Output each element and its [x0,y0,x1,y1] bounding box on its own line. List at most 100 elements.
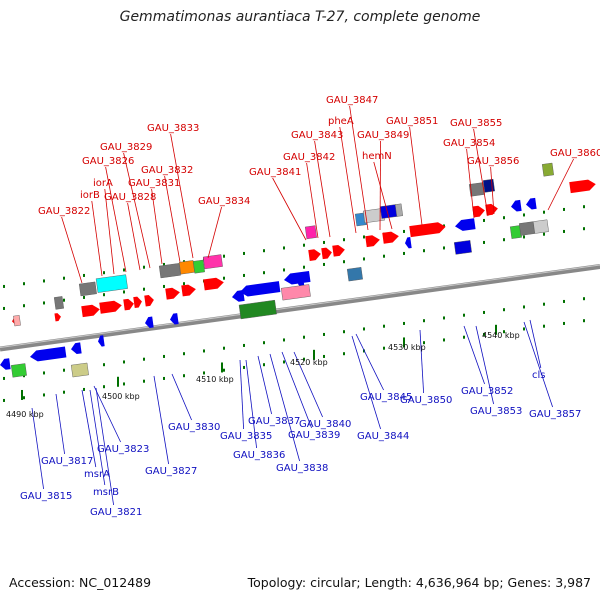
reverse-gene-arrow [170,313,179,325]
gene-label-bottom: cls [532,370,546,381]
gene-feature-box [70,362,89,378]
gene-label-bottom: GAU_3853 [470,406,522,417]
leader-line [61,216,83,284]
reverse-gene-arrow [511,199,522,212]
forward-gene-arrow [165,287,180,300]
gene-feature-box [394,203,403,217]
gene-feature-box [178,260,195,275]
gene-label-bottom: GAU_3850 [400,395,452,406]
leader-line [89,389,106,486]
gene-label-top: GAU_3849 [357,130,409,141]
gene-label-bottom: GAU_3840 [299,419,351,430]
gene-label-top: GAU_3854 [443,138,495,149]
gene-label-top: GAU_3847 [326,95,378,106]
gene-label-top: GAU_3841 [249,167,301,178]
forward-gene-arrow [144,295,154,307]
leader-line [153,375,169,465]
forward-gene-arrow [308,249,321,261]
gene-feature-box [238,299,277,320]
gene-feature-box [453,240,472,255]
reverse-gene-arrow [0,358,11,370]
gene-label-top: GAU_3832 [141,165,193,176]
leader-line [55,393,65,455]
gene-label-bottom: GAU_3839 [288,430,340,441]
forward-gene-arrow [569,179,596,194]
genome-backbone [0,264,600,352]
forward-gene-arrow [133,296,142,309]
gene-label-top: GAU_3834 [198,196,250,207]
reverse-gene-arrow [145,316,154,328]
leader-line [151,188,163,265]
leader-line [351,335,381,430]
leader-line [490,166,495,215]
gene-feature-box [53,296,64,310]
gene-feature-box [532,219,549,234]
gene-label-bottom: GAU_3844 [357,431,409,442]
leader-line [239,359,244,430]
leader-line [466,148,475,219]
gene-label-bottom: GAU_3835 [220,431,272,442]
leader-line [355,333,384,391]
leader-line [95,387,114,506]
gene-label-bottom: GAU_3817 [41,456,93,467]
leader-line [463,325,485,385]
gene-label-top: GAU_3860 [550,148,600,159]
leader-line [529,319,542,369]
leader-line [373,161,393,230]
gene-label-top: GAU_3842 [283,152,335,163]
reverse-gene-arrow [526,197,537,210]
reverse-gene-arrow [98,335,105,347]
reverse-gene-arrow [71,342,82,355]
accession-label: Accession: NC_012489 [9,575,152,590]
label-leaders [31,105,574,506]
gene-label-bottom: GAU_3830 [168,422,220,433]
forward-gene-arrow [123,298,134,311]
gene-feature-box [518,221,535,236]
gene-feature-box [78,281,97,297]
gene-label-top: GAU_3828 [104,192,156,203]
gene-label-bottom: GAU_3852 [461,386,513,397]
scale-label: 4510 kbp [196,375,234,384]
gene-label-bottom: GAU_3821 [90,507,142,518]
gene-label-top: GAU_3833 [147,123,199,134]
gene-label-top: hemN [362,151,392,162]
reverse-gene-arrow [240,281,281,297]
reverse-gene-arrow [455,218,476,231]
scale-label: 4520 kbp [290,358,328,367]
leader-line [81,389,97,468]
gene-label-bottom: GAU_3838 [276,463,328,474]
leader-line [105,166,127,273]
gene-label-bottom: GAU_3845 [360,392,412,403]
leader-line [281,351,312,429]
leader-line [339,126,357,234]
leader-line [170,133,194,259]
leader-line [473,128,489,217]
scale-label: 4490 kbp [6,410,44,419]
leader-line [171,373,192,421]
genome-summary: Topology: circular; Length: 4,636,964 bp… [247,575,591,590]
leader-line [523,321,553,408]
leader-line [104,188,115,275]
gene-label-top: GAU_3851 [386,116,438,127]
gene-label-top: GAU_3829 [100,142,152,153]
gene-features [0,162,596,378]
leader-line [306,162,319,239]
forward-gene-arrow [332,244,345,257]
gene-label-bottom: GAU_3823 [97,444,149,455]
leader-line [409,126,423,226]
leader-line [31,407,44,490]
gene-label-top: GAU_3831 [128,178,180,189]
gene-label-bottom: GAU_3827 [145,466,197,477]
forward-gene-arrow [472,205,485,218]
gene-label-bottom: GAU_3857 [529,409,581,420]
reverse-gene-arrow [30,346,67,362]
forward-gene-arrow [382,231,399,244]
scale-label: 4540 kbp [482,331,520,340]
leader-line [293,351,323,418]
scale-ticks [3,205,585,402]
gene-feature-box [202,254,223,270]
gene-feature-box [304,225,317,240]
gene-feature-box [482,178,495,193]
gene-feature-box [346,267,363,282]
